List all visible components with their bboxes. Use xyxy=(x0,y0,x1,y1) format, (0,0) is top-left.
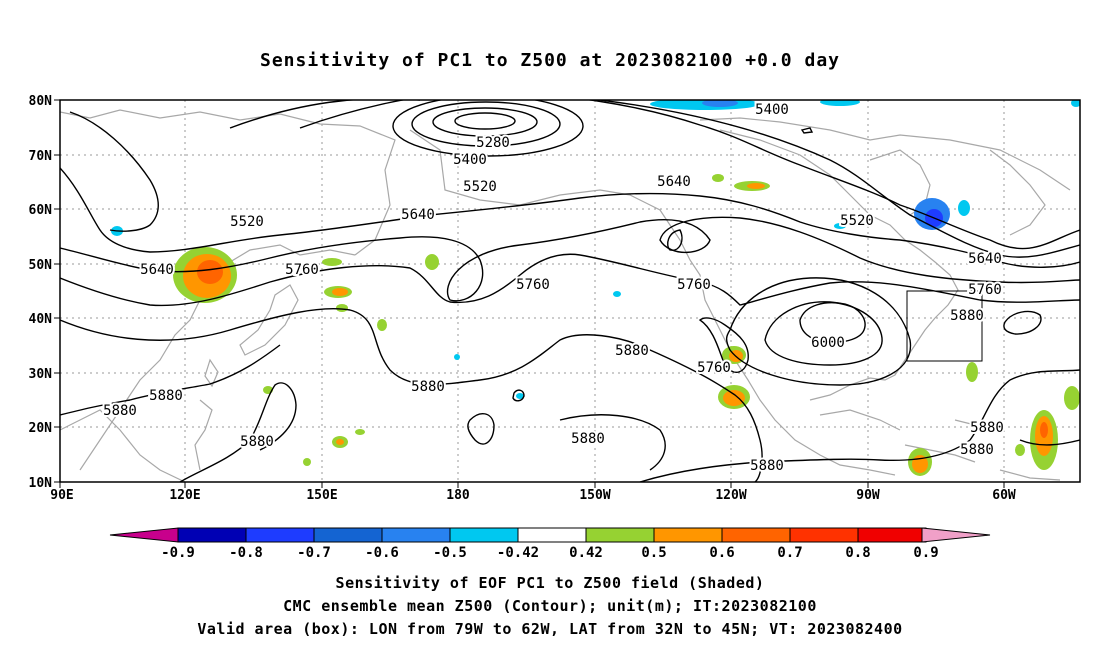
contour-label: 5760 xyxy=(697,360,731,376)
lon-tick: 90E xyxy=(50,488,73,503)
map-frame xyxy=(59,99,1081,483)
caption-line-2: CMC ensemble mean Z500 (Contour); unit(m… xyxy=(283,597,817,615)
colorbar-label: 0.9 xyxy=(913,545,938,561)
lat-tick: 40N xyxy=(29,312,53,327)
contour-label: 5880 xyxy=(149,388,183,404)
colorbar-label: 0.5 xyxy=(641,545,666,561)
contour-label: 5880 xyxy=(960,442,994,458)
colorbar-label: -0.8 xyxy=(229,545,263,561)
contour-label: 5760 xyxy=(285,262,319,278)
contour-label: 5760 xyxy=(516,277,550,293)
colorbar-label: 0.6 xyxy=(709,545,734,561)
colorbar-box xyxy=(177,527,247,543)
colorbar-label: -0.7 xyxy=(297,545,331,561)
contour-label: 5880 xyxy=(970,420,1004,436)
contour-label: 5280 xyxy=(476,135,510,151)
colorbar-box xyxy=(313,527,383,543)
colorbar-box xyxy=(857,527,927,543)
colorbar-boxes xyxy=(177,527,927,543)
colorbar-labels: -0.9 -0.8 -0.7 -0.6 -0.5 -0.42 0.42 0.5 0.6 0.7 0.… xyxy=(161,545,939,561)
sensitivity-shading xyxy=(111,100,1080,476)
lon-tick: 150E xyxy=(306,488,337,503)
contour-label: 5880 xyxy=(950,308,984,324)
contour-label: 5520 xyxy=(840,213,874,229)
contour-label: 5880 xyxy=(411,379,445,395)
lon-tick: 150W xyxy=(579,488,610,503)
chart-title: Sensitivity of PC1 to Z500 at 2023082100… xyxy=(259,50,840,71)
lat-tick: 20N xyxy=(29,421,53,436)
lon-axis: 90E 120E 150E 180 150W 120W 90W 60W xyxy=(50,488,1016,503)
colorbar-label: 0.7 xyxy=(777,545,802,561)
colorbar-high-triangle xyxy=(921,527,991,543)
contour-label: 5640 xyxy=(140,262,174,278)
lat-tick: 10N xyxy=(29,476,53,491)
contour-label: 5880 xyxy=(750,458,784,474)
z500-contours xyxy=(60,100,1080,482)
colorbar-box xyxy=(721,527,791,543)
lon-tick: 120W xyxy=(715,488,746,503)
lat-tick: 30N xyxy=(29,367,53,382)
contour-label: 5640 xyxy=(968,251,1002,267)
colorbar-box xyxy=(789,527,859,543)
contour-label: 5760 xyxy=(968,282,1002,298)
contour-label: 5880 xyxy=(615,343,649,359)
colorbar-box xyxy=(653,527,723,543)
colorbar-label: -0.9 xyxy=(161,545,195,561)
lat-axis: 80N 70N 60N 50N 40N 30N 20N 10N xyxy=(29,94,53,491)
contour-label: 5640 xyxy=(401,207,435,223)
colorbar-box xyxy=(381,527,451,543)
lat-tick: 50N xyxy=(29,258,53,273)
lon-tick: 180 xyxy=(446,488,470,503)
colorbar-box xyxy=(449,527,519,543)
contour-label: 5760 xyxy=(677,277,711,293)
contour-label: 6000 xyxy=(811,335,845,351)
caption-line-3: Valid area (box): LON from 79W to 62W, L… xyxy=(197,620,903,638)
lat-tick: 80N xyxy=(29,94,53,109)
contour-label: 5880 xyxy=(103,403,137,419)
contour-label: 5400 xyxy=(453,152,487,168)
colorbar-box xyxy=(585,527,655,543)
contour-label: 5880 xyxy=(571,431,605,447)
contour-label: 5520 xyxy=(463,179,497,195)
colorbar-label: -0.42 xyxy=(497,545,539,561)
colorbar-label: 0.42 xyxy=(569,545,603,561)
lon-tick: 90W xyxy=(856,488,880,503)
colorbar-box xyxy=(517,527,587,543)
colorbar-label: -0.5 xyxy=(433,545,467,561)
lat-tick: 70N xyxy=(29,149,53,164)
colorbar-low-triangle xyxy=(109,527,179,543)
caption-line-1: Sensitivity of EOF PC1 to Z500 field (Sh… xyxy=(335,574,765,592)
colorbar-label: 0.8 xyxy=(845,545,870,561)
contour-label: 5640 xyxy=(657,174,691,190)
contour-label: 5880 xyxy=(240,434,274,450)
contour-label: 5400 xyxy=(755,102,789,118)
colorbar-box xyxy=(245,527,315,543)
lat-tick: 60N xyxy=(29,203,53,218)
contour-label: 5520 xyxy=(230,214,264,230)
lon-tick: 120E xyxy=(169,488,200,503)
colorbar: -0.9 -0.8 -0.7 -0.6 -0.5 -0.42 0.42 0.5 0.6 0.7 0.… xyxy=(109,527,991,561)
colorbar-label: -0.6 xyxy=(365,545,399,561)
lon-tick: 60W xyxy=(992,488,1016,503)
valid-area-box xyxy=(906,290,983,362)
